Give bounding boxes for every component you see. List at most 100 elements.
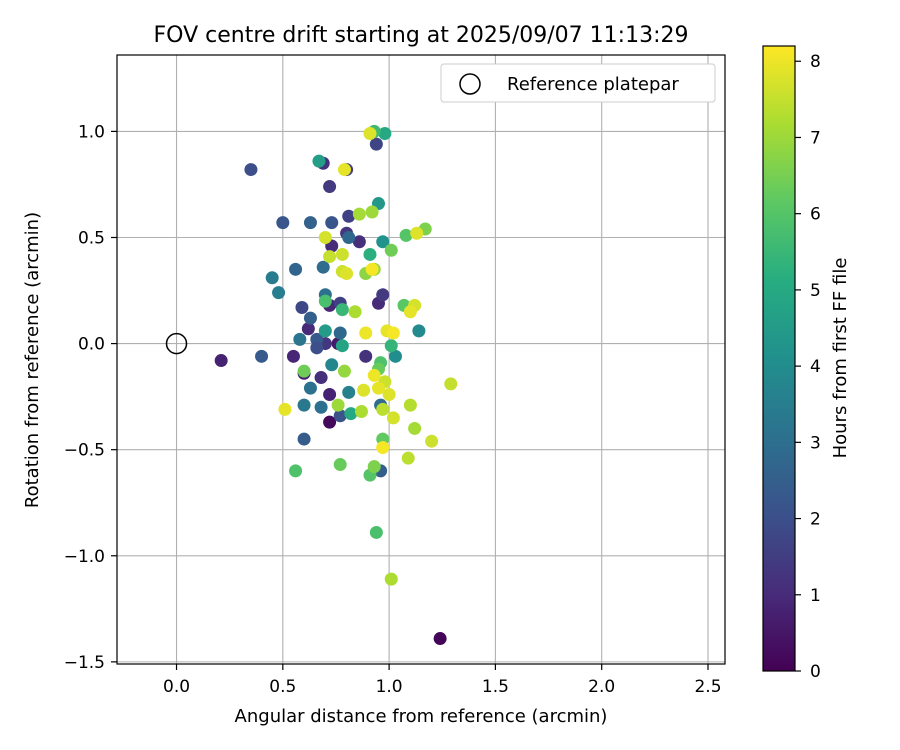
scatter-point — [333, 458, 347, 472]
scatter-point — [403, 305, 417, 319]
scatter-point — [335, 247, 349, 261]
scatter-point — [342, 209, 356, 223]
scatter-point — [386, 326, 400, 340]
scatter-point — [303, 216, 317, 230]
scatter-point — [323, 415, 337, 429]
scatter-point — [335, 339, 349, 353]
scatter-point — [301, 322, 315, 336]
y-tick-label: 0.0 — [78, 335, 105, 355]
legend-marker-open-circle-icon — [459, 73, 481, 95]
scatter-point — [318, 294, 332, 308]
colorbar-tick-label: 8 — [810, 52, 821, 72]
y-axis-label: Rotation from reference (arcmin) — [22, 212, 43, 508]
scatter-point — [344, 407, 358, 421]
scatter-point — [323, 180, 337, 194]
scatter-point — [303, 381, 317, 395]
y-tick-label: −1.5 — [64, 653, 105, 673]
scatter-point — [325, 216, 339, 230]
scatter-point — [289, 262, 303, 276]
scatter-point — [335, 303, 349, 317]
scatter-point — [365, 262, 379, 276]
scatter-point — [310, 341, 324, 355]
scatter-point — [323, 250, 337, 264]
scatter-point — [293, 332, 307, 346]
legend-box — [440, 63, 716, 103]
scatter-point — [342, 230, 356, 244]
scatter-point — [367, 368, 381, 382]
scatter-point — [425, 434, 439, 448]
scatter-point — [295, 301, 309, 315]
scatter-point — [376, 441, 390, 455]
x-tick-label: 0.0 — [163, 677, 190, 697]
plot-frame — [116, 54, 726, 665]
scatter-point — [297, 432, 311, 446]
scatter-point — [408, 421, 422, 435]
scatter-point — [378, 127, 392, 141]
scatter-point — [410, 226, 424, 240]
plot-background — [117, 55, 725, 664]
scatter-point — [265, 271, 279, 285]
y-axis: −1.5 −1.0 −0.5 0.0 0.5 1.0 — [64, 122, 117, 673]
scatter-point — [376, 235, 390, 249]
colorbar-tick-label: 6 — [810, 205, 821, 225]
colorbar-tick-label: 2 — [810, 510, 821, 530]
legend: Reference platepar — [440, 63, 716, 103]
scatter-point — [333, 326, 347, 340]
colorbar-ticks: 0 1 2 3 4 5 6 7 8 — [795, 52, 821, 682]
scatter-point — [352, 207, 366, 221]
reference-platepar-marker — [165, 332, 188, 355]
scatter-point — [369, 525, 383, 539]
x-tick-label: 0.5 — [269, 677, 296, 697]
scatter-point — [384, 572, 398, 586]
scatter-point — [384, 243, 398, 257]
legend-label: Reference platepar — [507, 74, 679, 95]
x-tick-label: 1.5 — [482, 677, 509, 697]
y-tick-label: 0.5 — [78, 228, 105, 248]
scatter-point — [401, 451, 415, 465]
scatter-point — [278, 402, 292, 416]
scatter-point — [367, 460, 381, 474]
scatter-point — [386, 411, 400, 425]
x-tick-label: 2.0 — [588, 677, 615, 697]
scatter-point — [376, 402, 390, 416]
scatter-point — [369, 137, 383, 151]
scatter-point — [359, 326, 373, 340]
colorbar-gradient — [762, 45, 796, 672]
colorbar-label: Hours from first FF file — [830, 258, 851, 459]
colorbar-tick-label: 3 — [810, 433, 821, 453]
scatter-point — [342, 385, 356, 399]
plot-area — [116, 54, 726, 665]
colorbar: 0 1 2 3 4 5 6 7 8 Hours from first FF file — [762, 45, 851, 682]
y-tick-label: −1.0 — [64, 547, 105, 567]
scatter-point — [337, 364, 351, 378]
scatter-point — [318, 324, 332, 338]
x-tick-label: 1.0 — [376, 677, 403, 697]
scatter-point — [314, 400, 328, 414]
scatter-point — [444, 377, 458, 391]
scatter-point — [289, 464, 303, 478]
scatter-point — [403, 398, 417, 412]
scatter-point — [388, 349, 402, 363]
scatter-point — [365, 205, 379, 219]
x-tick-label: 2.5 — [694, 677, 721, 697]
scatter-point — [255, 349, 269, 363]
chart-title: FOV centre drift starting at 2025/09/07 … — [154, 23, 689, 48]
colorbar-tick-label: 0 — [810, 662, 821, 682]
scatter-point — [297, 364, 311, 378]
y-tick-label: 1.0 — [78, 122, 105, 142]
scatter-point — [244, 163, 258, 177]
scatter-point — [382, 388, 396, 402]
scatter-point — [384, 339, 398, 353]
scatter-point — [348, 305, 362, 319]
scatter-point — [399, 228, 413, 242]
scatter-point — [286, 349, 300, 363]
scatter-point — [312, 154, 326, 168]
scatter-point — [318, 230, 332, 244]
colorbar-tick-label: 1 — [810, 586, 821, 606]
scatter-point — [359, 349, 373, 363]
scatter-point — [354, 404, 368, 418]
scatter-point — [297, 398, 311, 412]
scatter-point — [272, 286, 286, 300]
scatter-point — [363, 247, 377, 261]
